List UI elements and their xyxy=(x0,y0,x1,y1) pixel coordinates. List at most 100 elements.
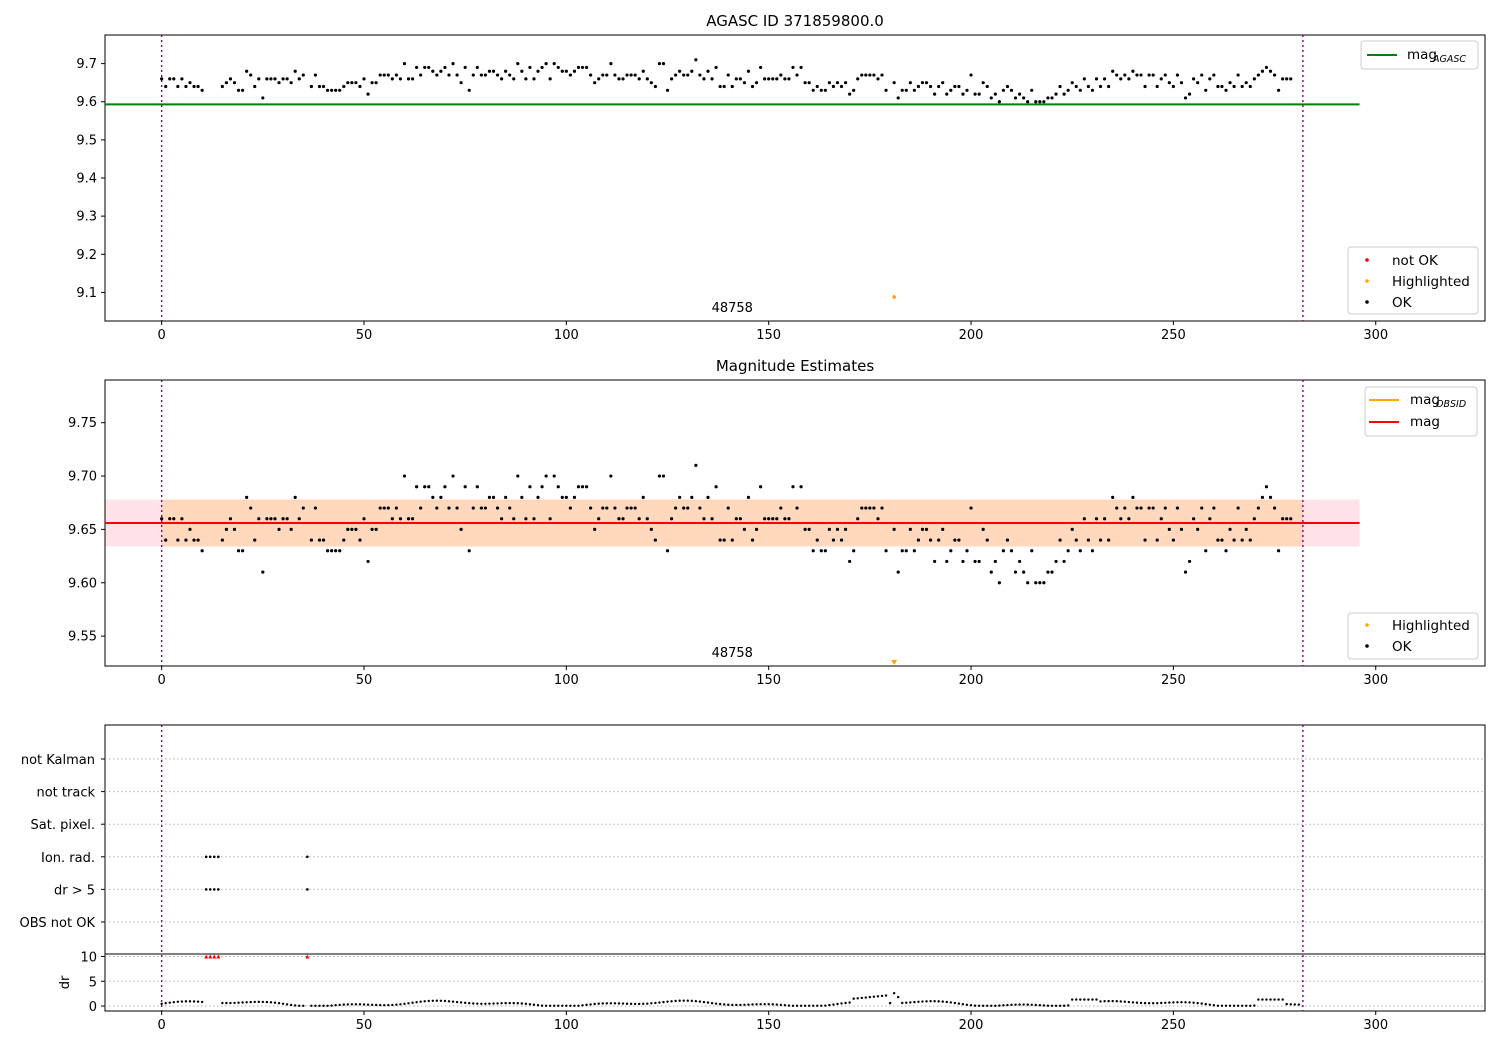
dr-point xyxy=(1261,998,1264,1001)
ok-point xyxy=(1090,88,1095,92)
dr-point xyxy=(334,1004,337,1007)
dr-point xyxy=(1010,1003,1013,1007)
dr-point xyxy=(666,1000,669,1003)
ok-point xyxy=(605,506,609,510)
ok-point xyxy=(548,517,552,521)
dr-point xyxy=(909,1001,912,1004)
ok-point xyxy=(338,88,342,92)
y-tick-label: 9.75 xyxy=(68,416,97,431)
dr-point xyxy=(658,1001,661,1004)
legend-marker xyxy=(1365,644,1369,648)
dr-point xyxy=(921,1000,924,1003)
dr-point xyxy=(524,1002,528,1006)
dr-point xyxy=(1208,1003,1212,1006)
ok-point xyxy=(977,92,981,96)
dr-point xyxy=(981,1004,985,1007)
ok-point xyxy=(609,474,613,478)
ok-point xyxy=(228,517,233,521)
ok-point xyxy=(402,62,407,66)
ok-point xyxy=(589,73,593,77)
dr-point xyxy=(188,1000,192,1003)
dr-point xyxy=(731,1003,734,1007)
ok-point xyxy=(576,65,581,70)
ok-point xyxy=(1155,84,1159,89)
dr-point xyxy=(431,999,435,1002)
dr-point xyxy=(298,1004,301,1007)
ok-point xyxy=(605,73,609,77)
dr-point xyxy=(771,1003,774,1006)
ok-point xyxy=(584,65,589,70)
dr-point xyxy=(261,1000,265,1004)
x-tick-label: 150 xyxy=(756,673,781,688)
ok-point xyxy=(1272,73,1277,77)
ok-point xyxy=(293,69,297,73)
dr-point xyxy=(864,996,868,999)
ok-point xyxy=(916,84,921,89)
ok-point xyxy=(277,81,281,85)
ok-point xyxy=(1135,506,1139,510)
ok-point xyxy=(572,495,577,499)
ok-point xyxy=(220,84,224,89)
ok-point xyxy=(410,517,415,521)
dr-point xyxy=(342,1003,345,1006)
ok-point xyxy=(196,538,200,542)
ok-point xyxy=(1224,88,1228,92)
dr-point xyxy=(820,1004,823,1007)
ok-point xyxy=(839,538,844,542)
dr-point xyxy=(994,1004,997,1007)
ok-point xyxy=(827,81,831,85)
ok-point xyxy=(564,69,568,73)
ok-point xyxy=(1220,538,1224,542)
ok-point xyxy=(787,517,791,521)
ok-point xyxy=(1030,549,1034,553)
ok-point xyxy=(1050,570,1054,574)
ok-point xyxy=(1030,88,1034,92)
panel-flags: not Kalman not track Sat. pixel. Ion. rad. d… xyxy=(20,724,1486,1033)
ok-point xyxy=(1277,88,1281,92)
ok-point xyxy=(884,549,888,553)
dr-point xyxy=(613,1002,617,1005)
dr-point xyxy=(597,1002,600,1005)
ok-point xyxy=(176,84,180,89)
legend-sub-agasc: AGASC xyxy=(1432,54,1466,65)
ok-point xyxy=(402,474,407,478)
ok-point xyxy=(860,506,864,510)
legend-frame xyxy=(1347,246,1479,315)
ok-point xyxy=(1139,506,1143,510)
dr-point xyxy=(1127,1000,1131,1004)
dr-point xyxy=(872,995,876,998)
ok-point xyxy=(981,81,985,85)
ok-point xyxy=(892,527,896,532)
ok-point xyxy=(1289,517,1293,521)
dr-point xyxy=(609,1002,613,1005)
dr-point xyxy=(472,1002,475,1005)
ok-point xyxy=(370,527,374,532)
ok-point xyxy=(783,517,787,521)
ok-point xyxy=(1005,84,1010,89)
panel-agasc: AGASC ID 371859800.0 9.19.29.39.49.59.69… xyxy=(76,12,1486,343)
legend-sub: OBSID xyxy=(1436,399,1466,410)
ok-point xyxy=(1260,69,1265,73)
dr-point xyxy=(698,1000,702,1003)
dr-point xyxy=(1075,998,1078,1001)
ok-point xyxy=(799,65,803,70)
ok-point xyxy=(1285,517,1289,521)
dr-point xyxy=(281,1002,285,1005)
dr-point xyxy=(1139,1001,1143,1005)
legend-marker xyxy=(1365,279,1369,283)
ok-point xyxy=(589,506,593,510)
dr-point xyxy=(925,1000,928,1003)
ok-point xyxy=(172,77,176,81)
ok-point xyxy=(669,517,674,521)
ok-point xyxy=(742,527,747,532)
x-tick-label: 150 xyxy=(756,1018,781,1033)
ok-point xyxy=(763,77,767,81)
ok-point xyxy=(540,65,544,70)
ok-point xyxy=(779,506,783,510)
ok-point xyxy=(904,88,908,92)
dr-point xyxy=(200,1000,204,1004)
dr-point xyxy=(1257,998,1260,1001)
dr-point xyxy=(338,1003,341,1007)
ok-point xyxy=(843,527,848,532)
dr-point xyxy=(892,991,896,995)
